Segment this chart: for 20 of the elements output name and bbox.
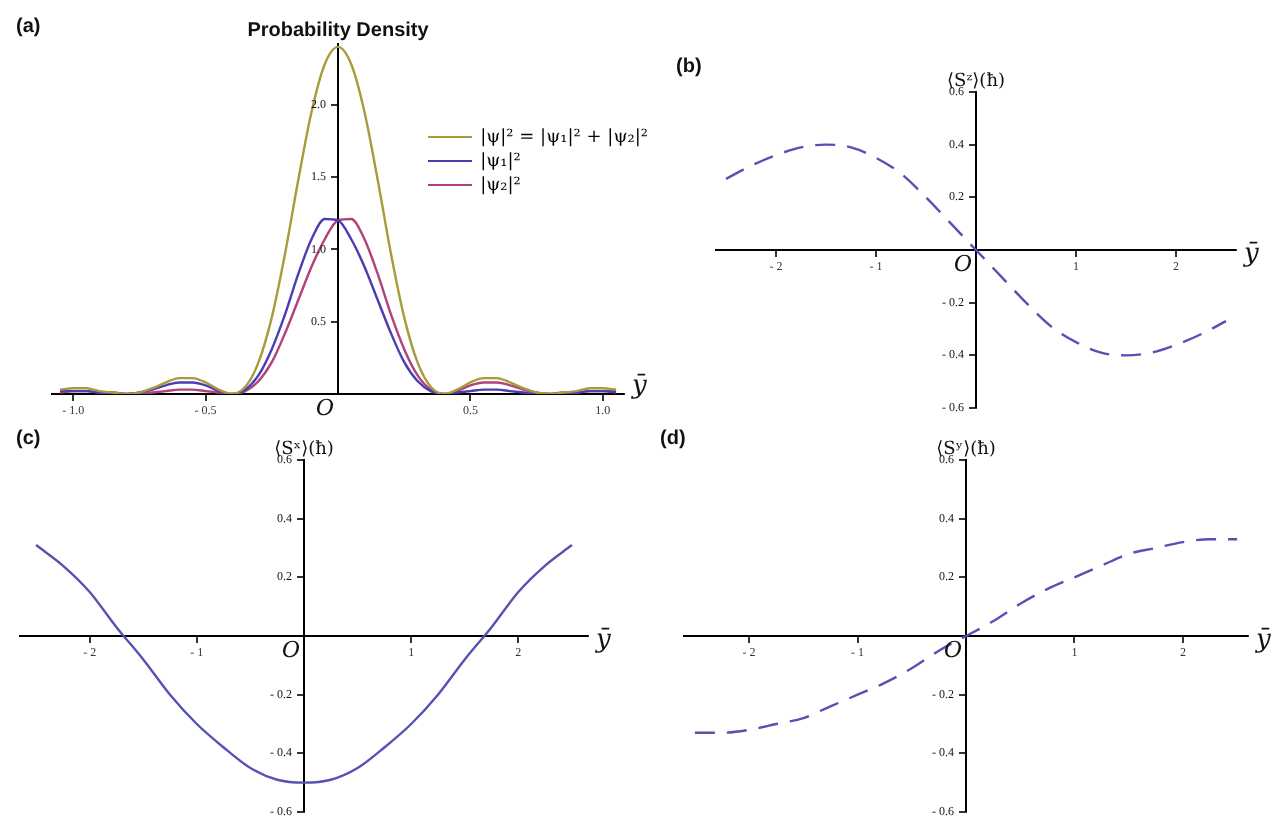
legend-label: |ψ₂|² [480, 176, 521, 196]
x-axis-title: ȳ [630, 370, 648, 401]
line-series [693, 538, 1239, 734]
chart-title: Probability Density [247, 19, 430, 42]
line-series [34, 543, 574, 784]
legend-label: |ψ|² = |ψ₁|² + |ψ₂|² [480, 128, 648, 148]
x-axis-title: ȳ [1254, 624, 1272, 655]
text: (a) [16, 15, 41, 38]
text: (c) [16, 427, 41, 450]
legend-label: |ψ₁|² [480, 152, 521, 172]
annotation: O [953, 250, 972, 277]
x-axis-title: ȳ [594, 624, 612, 655]
line-series [58, 217, 618, 394]
text: O [315, 394, 334, 421]
x-axis-title: ȳ [1242, 238, 1260, 269]
annotation: O [943, 636, 962, 663]
line-series [724, 143, 1228, 357]
annotation: O [281, 636, 300, 663]
text: (b) [676, 55, 702, 78]
text: (d) [660, 427, 686, 450]
